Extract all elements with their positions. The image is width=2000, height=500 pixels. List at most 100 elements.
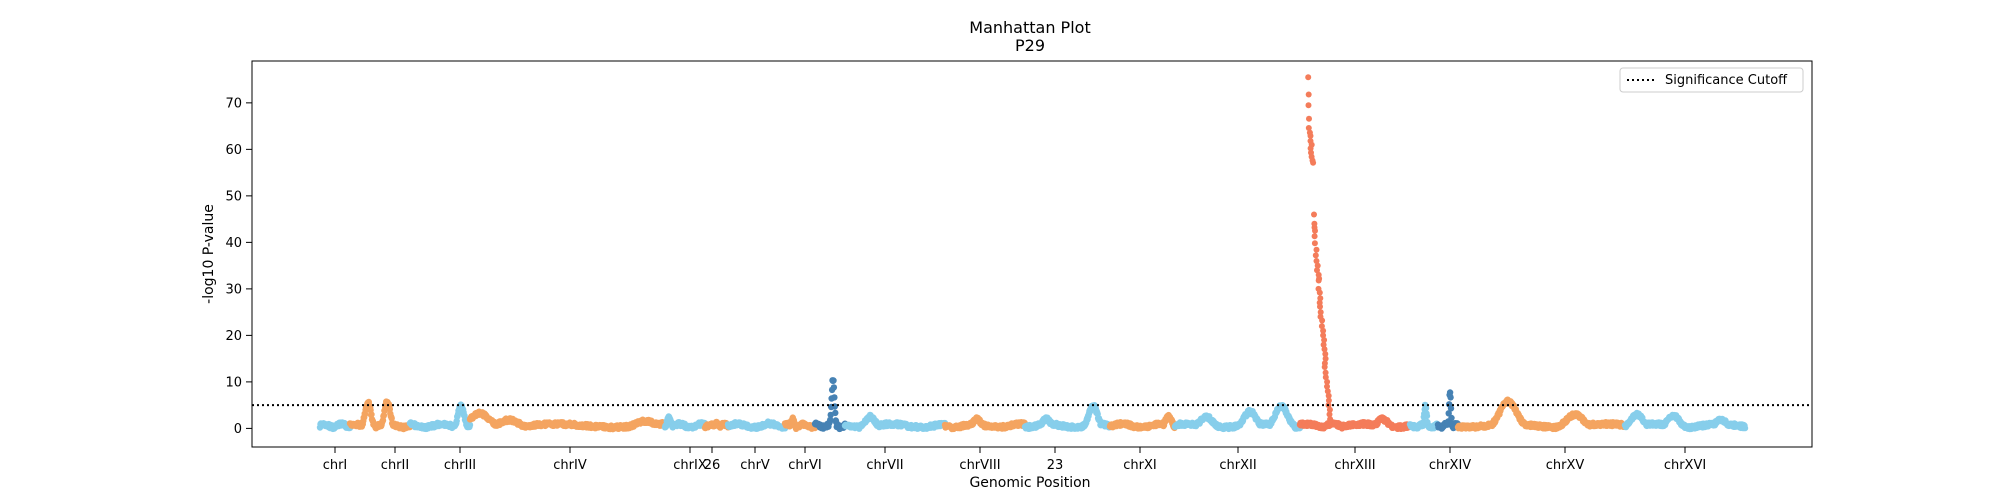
snp-point: [831, 394, 838, 401]
x-tick-label: chrVI: [788, 458, 821, 473]
snp-point: [368, 411, 375, 418]
y-tick-label: 30: [225, 282, 242, 297]
chart-subtitle: P29: [1015, 36, 1045, 55]
y-tick-label: 50: [225, 189, 242, 204]
snp-point: [1447, 405, 1455, 412]
chromosome-points: [661, 413, 709, 432]
x-tick-label: chrV: [740, 458, 770, 473]
snp-point: [1317, 295, 1324, 302]
snp-point: [1312, 252, 1319, 259]
snp-point: [1315, 277, 1322, 284]
chromosome-points: [941, 414, 1029, 433]
snp-point: [830, 377, 837, 384]
snp-point: [1324, 378, 1331, 385]
y-tick-label: 0: [234, 422, 242, 437]
snp-point: [1327, 416, 1334, 423]
x-axis-label: Genomic Position: [969, 475, 1090, 491]
y-axis-ticks: 0 10 20 30 40 50 60 70: [225, 96, 252, 437]
plot-frame: [251, 60, 1813, 448]
snp-point: [1320, 332, 1327, 339]
snp-point: [1322, 355, 1329, 362]
snp-point: [1741, 424, 1749, 432]
snp-point: [1324, 383, 1330, 390]
snp-point: [1314, 262, 1321, 269]
snp-point: [1317, 303, 1323, 310]
snp-point: [1306, 115, 1312, 122]
snp-point: [1311, 233, 1318, 240]
snp-point: [1445, 410, 1452, 417]
snp-point: [1446, 389, 1454, 396]
snp-point: [1320, 327, 1327, 334]
snp-point: [466, 421, 474, 429]
snp-point: [1448, 414, 1455, 422]
snp-point: [1322, 369, 1329, 376]
chart-title: Manhattan Plot: [969, 18, 1090, 37]
snp-point: [1322, 374, 1329, 381]
snp-point: [1326, 406, 1333, 413]
x-tick-label: chrXI: [1123, 458, 1156, 473]
chromosome-points: [1106, 411, 1179, 432]
snp-point: [1423, 412, 1431, 420]
snp-point: [832, 409, 839, 417]
snp-point: [1313, 258, 1320, 264]
snp-point: [1305, 102, 1312, 109]
x-tick-label: chrXIV: [1429, 458, 1471, 473]
snp-point: [1317, 309, 1324, 316]
snp-point: [1316, 289, 1323, 296]
y-tick-label: 10: [225, 375, 242, 390]
snp-point: [1319, 317, 1326, 324]
y-tick-label: 20: [225, 329, 242, 344]
snp-point: [1322, 351, 1329, 357]
snp-point: [1310, 159, 1317, 166]
x-tick-label: chrIII: [444, 458, 476, 473]
snp-point: [1305, 74, 1312, 81]
chromosome-points: [406, 401, 474, 433]
snp-point: [1447, 394, 1454, 401]
snp-point: [827, 416, 834, 424]
snp-point: [1325, 397, 1332, 404]
snp-point: [1326, 411, 1333, 418]
x-tick-label: chrVIII: [959, 458, 1000, 473]
snp-point: [1313, 246, 1320, 253]
snp-point: [1314, 267, 1320, 274]
chromosome-points: [1296, 74, 1414, 432]
x-tick-label: chrIV: [553, 458, 587, 473]
snp-point: [1325, 392, 1332, 399]
snp-point: [1422, 404, 1430, 412]
y-tick-label: 40: [225, 236, 242, 251]
x-tick-label: chrXIII: [1334, 458, 1375, 473]
y-tick-label: 70: [225, 96, 242, 111]
snp-point: [1318, 323, 1325, 330]
x-tick-label: chrIX: [673, 458, 707, 473]
snp-point: [1307, 132, 1314, 139]
y-axis-label: -log10 P-value: [201, 204, 217, 304]
legend: Significance Cutoff: [1619, 67, 1804, 93]
snp-point: [1312, 227, 1318, 234]
legend-cutoff-label: Significance Cutoff: [1665, 73, 1788, 88]
snp-point: [1311, 240, 1318, 247]
snp-point: [380, 412, 388, 419]
x-tick-label: chrII: [381, 458, 409, 473]
chromosome-points: [1454, 396, 1629, 433]
chromosome-points: [1171, 402, 1304, 433]
chromosome-points: [1021, 402, 1114, 432]
snp-point: [1311, 211, 1317, 218]
x-tick-label: 26: [704, 458, 721, 473]
x-tick-label: chrXV: [1546, 458, 1585, 473]
chromosome-points: [841, 411, 949, 432]
x-tick-label: chrVII: [866, 458, 903, 473]
x-tick-label: chrI: [323, 458, 348, 473]
snp-point: [1321, 346, 1328, 353]
snp-point: [1321, 337, 1328, 343]
snp-point: [830, 384, 838, 391]
snp-point: [1324, 388, 1331, 395]
chromosome-points: [1406, 401, 1442, 432]
snp-point: [1305, 91, 1312, 98]
snp-point: [1320, 341, 1327, 348]
x-tick-label: chrXVI: [1664, 458, 1706, 473]
snp-point: [1321, 364, 1328, 370]
chromosome-points: [346, 398, 414, 433]
chromosome-points: [724, 418, 789, 432]
